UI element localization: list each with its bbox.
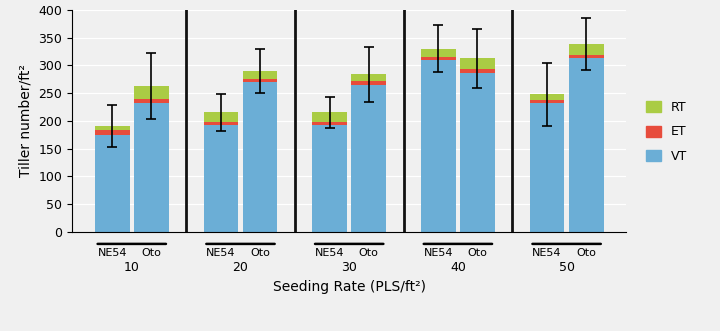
Text: Oto: Oto bbox=[250, 248, 270, 258]
Text: 40: 40 bbox=[450, 260, 466, 273]
Bar bbox=[312, 122, 347, 125]
Bar bbox=[460, 58, 495, 69]
Text: Oto: Oto bbox=[359, 248, 379, 258]
Bar bbox=[569, 55, 603, 58]
Bar bbox=[569, 58, 603, 232]
Bar bbox=[421, 49, 456, 57]
Text: Oto: Oto bbox=[141, 248, 161, 258]
Bar bbox=[351, 81, 386, 85]
Text: NE54: NE54 bbox=[97, 248, 127, 258]
Bar bbox=[569, 44, 603, 55]
Text: Oto: Oto bbox=[467, 248, 487, 258]
Text: Seeding Rate (PLS/ft²): Seeding Rate (PLS/ft²) bbox=[273, 280, 426, 295]
Bar bbox=[95, 126, 130, 130]
Y-axis label: Tiller number/ft²: Tiller number/ft² bbox=[19, 64, 33, 177]
Bar bbox=[95, 130, 130, 135]
Bar bbox=[460, 72, 495, 232]
Bar bbox=[95, 135, 130, 232]
Bar bbox=[204, 113, 238, 122]
Bar bbox=[460, 69, 495, 72]
Text: Oto: Oto bbox=[576, 248, 596, 258]
Bar bbox=[351, 85, 386, 232]
Text: NE54: NE54 bbox=[423, 248, 453, 258]
Bar bbox=[134, 103, 168, 232]
Bar bbox=[530, 103, 564, 232]
Bar bbox=[530, 94, 564, 100]
Bar bbox=[530, 100, 564, 103]
Text: 50: 50 bbox=[559, 260, 575, 273]
Bar bbox=[421, 57, 456, 60]
Text: NE54: NE54 bbox=[315, 248, 344, 258]
Text: NE54: NE54 bbox=[206, 248, 235, 258]
Bar bbox=[243, 71, 277, 79]
Bar bbox=[134, 99, 168, 103]
Bar bbox=[421, 60, 456, 232]
Bar bbox=[204, 122, 238, 125]
Text: 10: 10 bbox=[124, 260, 140, 273]
Bar bbox=[243, 79, 277, 82]
Legend: RT, ET, VT: RT, ET, VT bbox=[641, 96, 692, 168]
Bar bbox=[312, 113, 347, 122]
Bar bbox=[312, 125, 347, 232]
Text: NE54: NE54 bbox=[532, 248, 562, 258]
Bar bbox=[351, 74, 386, 81]
Text: 30: 30 bbox=[341, 260, 357, 273]
Bar bbox=[243, 82, 277, 232]
Bar bbox=[204, 125, 238, 232]
Text: 20: 20 bbox=[233, 260, 248, 273]
Bar bbox=[134, 86, 168, 99]
